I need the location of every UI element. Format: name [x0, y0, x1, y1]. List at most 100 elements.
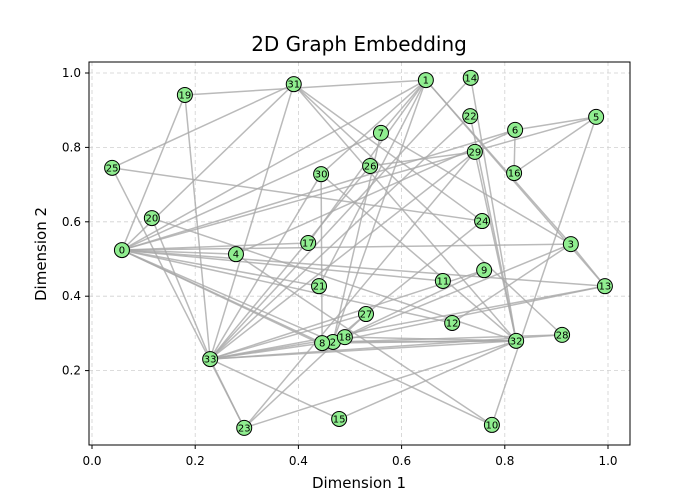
graph-node: 27 — [357, 306, 374, 323]
node-marker — [331, 410, 348, 427]
graph-node: 7 — [372, 124, 389, 141]
graph-edge — [293, 83, 483, 222]
node-marker — [476, 262, 493, 279]
node-label: 9 — [481, 266, 487, 277]
y-tick-label: 0.8 — [62, 140, 81, 154]
graph-edge — [513, 116, 597, 174]
graph-node: 28 — [554, 326, 571, 343]
x-tick-label: 0.4 — [289, 454, 308, 468]
node-label: 0 — [119, 246, 125, 257]
node-marker — [434, 272, 451, 289]
graph-node: 13 — [596, 278, 613, 295]
y-axis-label: Dimension 2 — [32, 207, 50, 301]
graph-edge — [184, 94, 211, 360]
node-label: 16 — [508, 169, 521, 180]
graph-edge — [209, 165, 371, 360]
graph-node: 0 — [113, 242, 130, 259]
graph-edge — [112, 167, 483, 222]
node-label: 19 — [179, 90, 192, 101]
node-label: 18 — [338, 333, 351, 344]
graph-edge — [425, 79, 606, 287]
node-marker — [236, 419, 253, 436]
plot-frame — [88, 61, 631, 446]
node-marker — [300, 235, 317, 252]
graph-node: 12 — [444, 314, 461, 331]
x-axis-ticks: 0.0 0.2 0.4 0.6 0.8 1.0 — [82, 445, 618, 468]
graph-edge — [338, 340, 517, 420]
x-tick-label: 0.6 — [392, 454, 411, 468]
graph-edge — [515, 116, 597, 131]
graph-edge — [121, 249, 493, 426]
graph-node: 30 — [313, 166, 330, 183]
node-marker — [362, 158, 379, 174]
graph-edge — [121, 132, 382, 251]
node-label: 26 — [364, 162, 377, 173]
graph-edge — [209, 173, 322, 360]
node-label: 2 — [330, 337, 336, 348]
graph-edge — [332, 243, 572, 343]
x-tick-label: 0.2 — [186, 454, 205, 468]
graph-node: 11 — [434, 272, 451, 289]
graph-node: 5 — [588, 108, 605, 125]
node-label: 11 — [437, 276, 450, 287]
graph-node: 1 — [417, 72, 434, 89]
node-label: 27 — [360, 310, 373, 321]
node-marker — [508, 332, 525, 349]
y-axis-ticks: 0.2 0.4 0.6 0.8 1.0 — [62, 66, 89, 378]
node-label: 21 — [313, 282, 326, 293]
node-marker — [113, 242, 130, 259]
node-label: 1 — [423, 76, 429, 87]
node-marker — [417, 72, 434, 89]
node-marker — [227, 246, 244, 263]
graph-node: 17 — [300, 235, 317, 252]
node-marker — [462, 108, 479, 125]
graph-edge — [322, 340, 517, 344]
graph-edge — [151, 217, 211, 360]
graph-edge — [121, 249, 320, 287]
graph-edge — [320, 79, 427, 175]
y-tick-label: 0.6 — [62, 215, 81, 229]
graph-edge — [491, 116, 597, 426]
node-marker — [483, 416, 500, 433]
graph-edge — [209, 77, 472, 360]
y-tick-label: 0.4 — [62, 289, 81, 303]
node-label: 32 — [510, 336, 523, 347]
node-label: 14 — [464, 73, 477, 84]
node-marker — [588, 108, 605, 125]
graph-node: 18 — [336, 329, 353, 346]
node-label: 31 — [287, 80, 300, 91]
node-label: 7 — [378, 128, 384, 139]
graph-node: 9 — [476, 262, 493, 279]
graph-edge — [121, 249, 605, 287]
node-label: 15 — [333, 414, 346, 425]
y-tick-label: 0.2 — [62, 364, 81, 378]
node-marker — [104, 159, 121, 176]
graph-edge — [332, 285, 606, 343]
node-label: 3 — [568, 240, 574, 251]
graph-node: 4 — [227, 246, 244, 263]
graph-edge — [210, 340, 517, 360]
graph-edge — [380, 132, 572, 245]
node-marker — [562, 236, 579, 253]
node-marker — [336, 329, 353, 346]
graph-node: 10 — [483, 416, 500, 433]
graph-node: 19 — [176, 86, 193, 103]
graph-edge — [470, 77, 517, 341]
graph-edge — [209, 115, 471, 360]
graph-edge — [121, 129, 516, 251]
graph-node: 33 — [202, 351, 219, 368]
y-tick-label: 1.0 — [62, 66, 81, 80]
node-label: 30 — [315, 170, 328, 181]
graph-edge — [209, 358, 340, 420]
node-marker — [444, 314, 461, 331]
graph-edge — [320, 174, 323, 344]
node-marker — [506, 165, 523, 182]
graph-node: 31 — [285, 76, 302, 93]
graph-node: 6 — [507, 121, 524, 138]
graph-edge — [293, 83, 563, 336]
node-marker — [143, 210, 160, 227]
graph-node: 20 — [143, 210, 160, 227]
graph-edge — [380, 79, 427, 134]
graph-edge — [121, 249, 443, 282]
